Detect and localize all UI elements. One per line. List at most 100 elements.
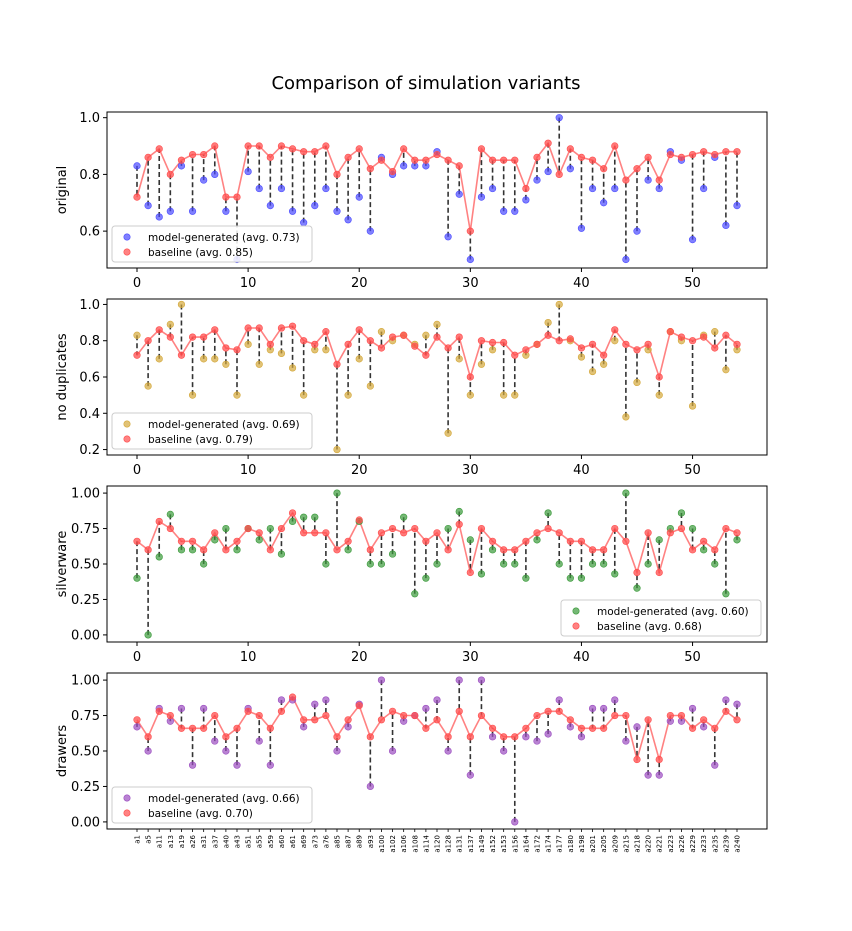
model-point xyxy=(688,524,697,533)
model-point xyxy=(555,300,563,309)
model-point xyxy=(377,676,386,684)
model-point xyxy=(300,391,308,399)
baseline-point xyxy=(233,724,241,732)
y-axis-label: silverware xyxy=(55,531,70,598)
baseline-point xyxy=(277,324,286,332)
baseline-point xyxy=(333,170,341,178)
baseline-point xyxy=(222,344,230,352)
model-point xyxy=(711,328,719,336)
baseline-point xyxy=(511,351,519,359)
y-tick-label: 0.00 xyxy=(71,628,100,643)
baseline-point xyxy=(688,724,697,732)
x-tick-label: 10 xyxy=(240,650,257,665)
baseline-point xyxy=(144,733,152,741)
baseline-point xyxy=(611,326,619,334)
baseline-point xyxy=(344,153,352,161)
model-point xyxy=(655,536,663,544)
baseline-point xyxy=(233,537,241,545)
x-tick-label: 0 xyxy=(133,650,141,665)
model-point xyxy=(244,340,252,348)
model-point xyxy=(255,184,263,193)
model-point xyxy=(733,700,741,708)
model-point xyxy=(577,224,586,232)
baseline-point xyxy=(477,524,486,533)
model-point xyxy=(311,202,319,210)
legend-label: model-generated (avg. 0.73) xyxy=(148,232,300,244)
model-point xyxy=(133,723,141,731)
model-point xyxy=(311,513,319,521)
y-tick-label: 1.0 xyxy=(79,111,100,126)
baseline-point xyxy=(211,326,219,334)
baseline-point xyxy=(611,142,619,150)
baseline-point xyxy=(311,148,319,156)
x-tick-label: a93 xyxy=(367,835,375,848)
model-point xyxy=(588,184,597,193)
model-point xyxy=(455,676,463,684)
x-tick-label: 50 xyxy=(684,463,701,478)
model-point xyxy=(611,570,619,578)
y-tick-label: 0.75 xyxy=(71,709,100,724)
model-point xyxy=(355,355,363,363)
model-point xyxy=(611,337,619,345)
baseline-point xyxy=(211,142,219,150)
baseline-point xyxy=(166,711,174,720)
x-tick-label: a149 xyxy=(478,835,486,853)
x-tick-label: a152 xyxy=(489,835,497,853)
baseline-point xyxy=(133,716,141,724)
baseline-point xyxy=(655,568,663,577)
x-tick-label: a131 xyxy=(456,835,464,853)
legend-label: baseline (avg. 0.68) xyxy=(597,621,702,633)
model-point xyxy=(622,255,630,264)
baseline-point xyxy=(211,529,219,537)
model-point xyxy=(300,513,308,521)
model-point xyxy=(266,524,274,533)
x-tick-label: a100 xyxy=(378,835,386,853)
legend-marker xyxy=(123,420,131,428)
baseline-point xyxy=(711,546,719,554)
model-point xyxy=(622,413,630,421)
baseline-point xyxy=(655,755,663,764)
model-point xyxy=(222,524,230,533)
baseline-point xyxy=(433,529,441,537)
baseline-point xyxy=(288,509,297,517)
baseline-point xyxy=(622,537,630,545)
y-tick-label: 0.2 xyxy=(79,443,100,458)
baseline-point xyxy=(500,156,508,164)
baseline-point xyxy=(666,328,674,336)
model-point xyxy=(422,574,430,582)
model-point xyxy=(188,761,197,769)
baseline-point xyxy=(488,537,497,545)
x-tick-label: 40 xyxy=(573,276,590,291)
model-point xyxy=(577,574,586,582)
model-point xyxy=(711,560,719,568)
baseline-point xyxy=(211,711,219,720)
model-point xyxy=(211,737,219,745)
model-point xyxy=(477,570,486,578)
model-point xyxy=(600,560,608,568)
x-tick-label: a51 xyxy=(245,835,253,848)
legend-label: model-generated (avg. 0.60) xyxy=(597,606,749,618)
baseline-point xyxy=(366,337,374,345)
model-point xyxy=(544,318,552,327)
x-tick-label: a235 xyxy=(711,835,719,853)
baseline-point xyxy=(711,724,719,732)
model-point xyxy=(677,509,686,517)
baseline-point xyxy=(288,322,297,330)
baseline-point xyxy=(577,344,586,352)
baseline-point xyxy=(166,524,174,533)
panel-3: 0.00 0.25 0.50 0.75 1.00 silverware 0 10 20 30 40 5… xyxy=(55,485,768,665)
baseline-point xyxy=(477,337,486,345)
x-tick-label: a43 xyxy=(234,835,242,848)
baseline-point xyxy=(144,546,152,554)
baseline-point xyxy=(333,733,341,741)
legend-label: baseline (avg. 0.85) xyxy=(148,247,253,259)
x-tick-label: 10 xyxy=(240,276,257,291)
model-point xyxy=(322,346,330,354)
model-point xyxy=(466,771,474,779)
baseline-point xyxy=(400,145,408,153)
model-point xyxy=(177,704,186,713)
x-tick-label: a55 xyxy=(256,835,264,848)
baseline-point xyxy=(255,529,263,537)
x-tick-label: a13 xyxy=(167,835,175,848)
baseline-point xyxy=(311,716,319,724)
